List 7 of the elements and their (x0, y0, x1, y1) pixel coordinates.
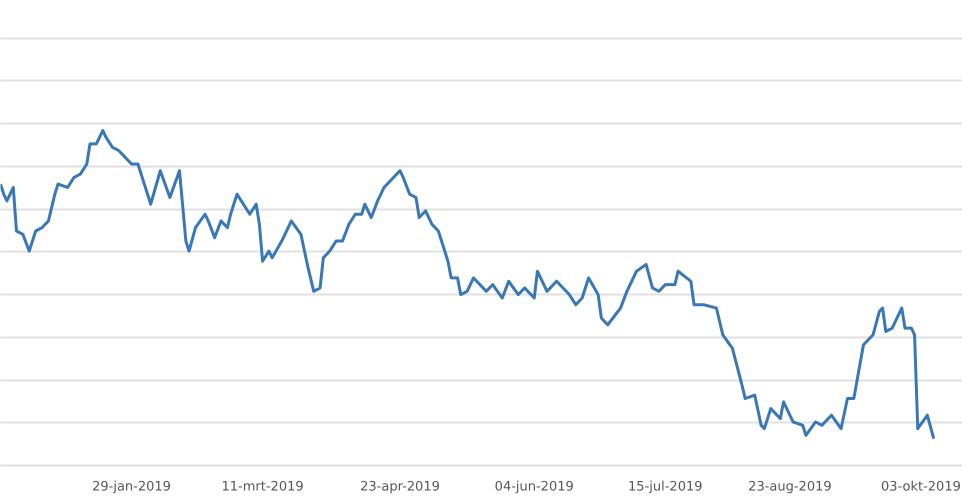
x-tick-label: 03-okt-2019 (881, 480, 961, 494)
x-tick-label: 11-mrt-2019 (222, 480, 304, 494)
x-tick-label: 23-aug-2019 (748, 480, 832, 494)
x-tick-label: 04-jun-2019 (494, 480, 574, 494)
x-tick-label: 23-apr-2019 (360, 480, 440, 494)
x-tick-label: 29-jan-2019 (92, 480, 171, 494)
x-tick-label: 15-jul-2019 (628, 480, 703, 494)
